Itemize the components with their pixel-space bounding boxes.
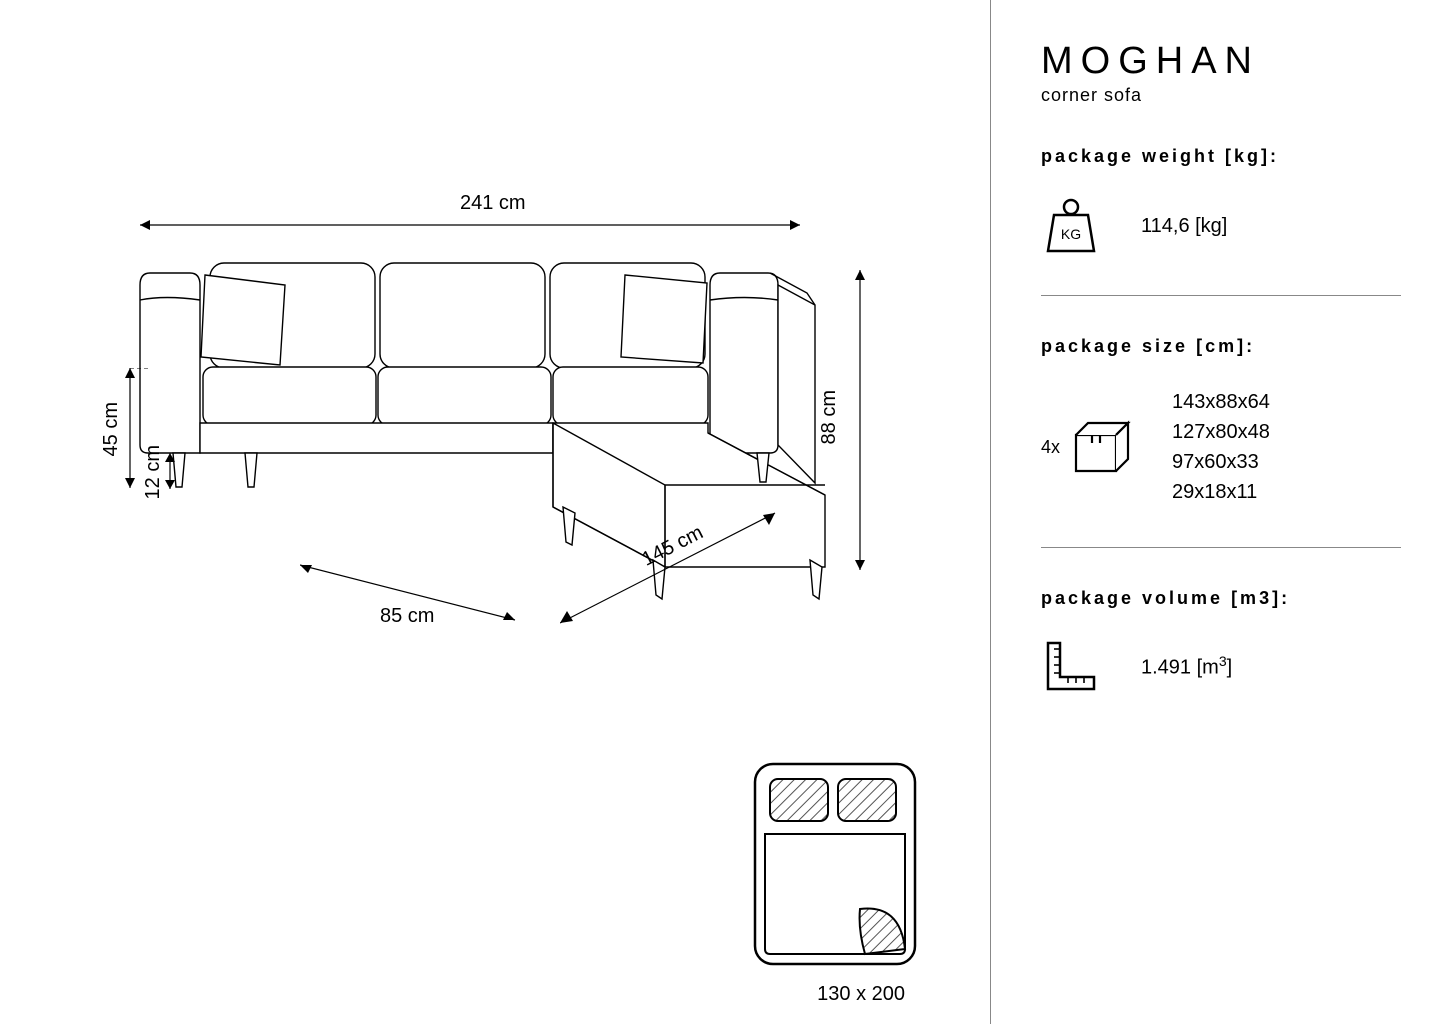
product-type: corner sofa <box>1041 85 1448 106</box>
size-row: 29x18x11 <box>1172 477 1270 507</box>
size-label: package size [cm]: <box>1041 336 1448 357</box>
dim-height-line <box>840 270 880 580</box>
dim-leg-height: 12 cm <box>142 445 165 499</box>
box-icon <box>1072 419 1132 475</box>
size-row: 127x80x48 <box>1172 417 1270 447</box>
weight-label: package weight [kg]: <box>1041 146 1448 167</box>
bed-size: 130 x 200 <box>817 983 905 1006</box>
weight-icon: KG <box>1044 197 1098 255</box>
divider <box>1041 547 1401 548</box>
dim-chaise-line <box>560 508 790 638</box>
volume-value: 1.491 [m3] <box>1141 653 1232 680</box>
product-name: MOGHAN <box>1041 40 1448 83</box>
spec-panel: MOGHAN corner sofa package weight [kg]: … <box>990 0 1448 1024</box>
ruler-icon <box>1044 639 1098 693</box>
dim-front-depth: 85 cm <box>380 605 434 628</box>
package-qty: 4x <box>1041 437 1060 458</box>
size-row: 97x60x33 <box>1172 447 1270 477</box>
dim-height: 88 cm <box>818 390 841 444</box>
size-list: 143x88x64 127x80x48 97x60x33 29x18x11 <box>1172 387 1270 507</box>
diagram-panel: 241 cm <box>0 0 990 1024</box>
dim-seat-height: 45 cm <box>100 402 123 456</box>
weight-value: 114,6 [kg] <box>1141 215 1227 238</box>
svg-text:KG: KG <box>1061 226 1081 242</box>
volume-label: package volume [m3]: <box>1041 588 1448 609</box>
divider <box>1041 295 1401 296</box>
bed-icon <box>740 754 930 984</box>
size-row: 143x88x64 <box>1172 387 1270 417</box>
